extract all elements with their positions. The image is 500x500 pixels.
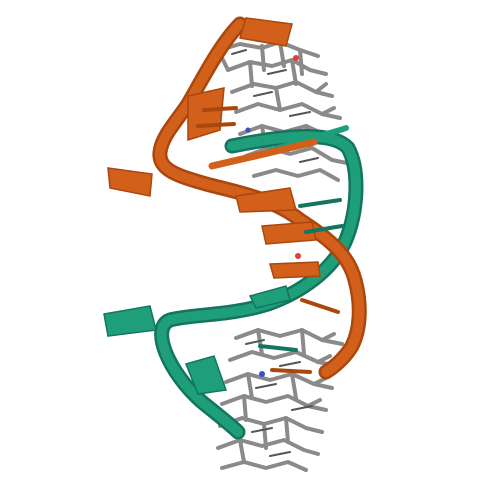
base-stack-lower <box>216 328 344 472</box>
backbone-base-connectors <box>196 106 344 374</box>
oxygen-atom <box>293 55 299 61</box>
strand-a-arrowheads <box>107 17 321 279</box>
strand-b-arrowheads <box>103 285 291 395</box>
nitrogen-atom <box>259 371 265 377</box>
nitrogen-atom <box>245 127 251 133</box>
oxygen-atom <box>295 253 301 259</box>
